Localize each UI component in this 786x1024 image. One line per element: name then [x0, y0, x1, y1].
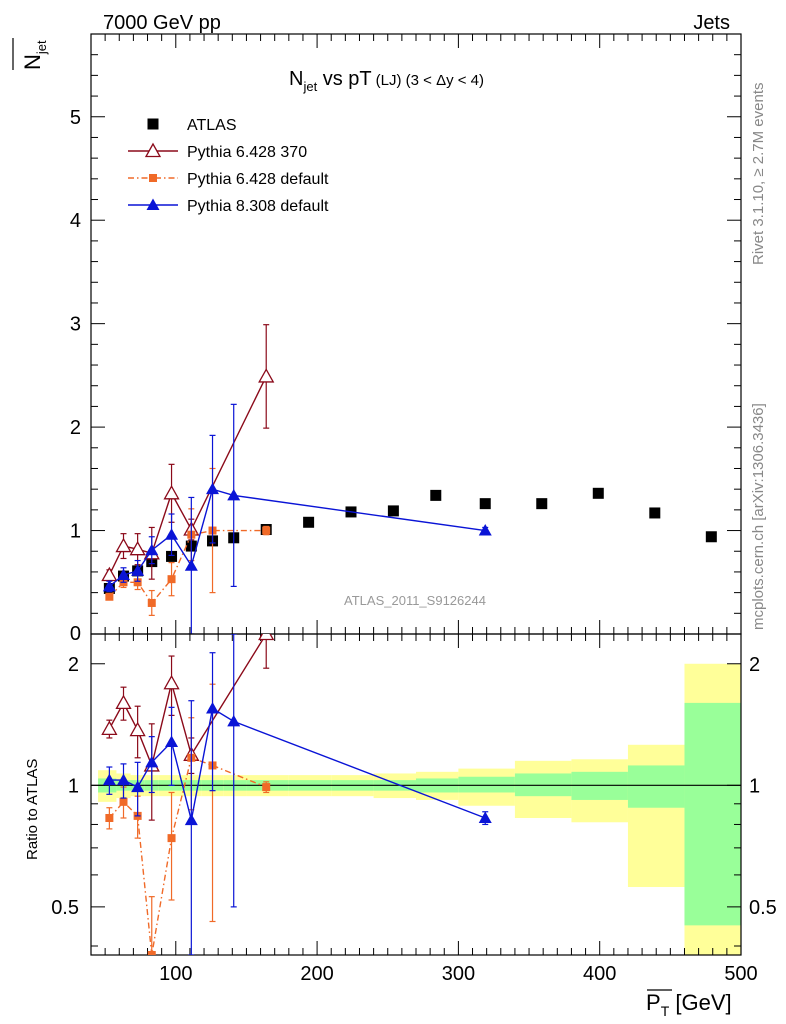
y-axis-label-main: Njet	[20, 40, 49, 70]
uncertainty-band-green-17	[684, 702, 741, 926]
process-label: Jets	[693, 12, 730, 34]
ratio-pythia-8-308-default-point-0	[102, 773, 116, 786]
ratio-pythia-8-308-default-point-7	[227, 714, 241, 727]
main-pythia-8-308-default-point-8	[478, 524, 492, 536]
energy-label: 7000 GeV pp	[103, 12, 221, 34]
ratio-pythia-8-308-default-point-6	[206, 701, 220, 714]
main-y-tick-label-0: 0	[70, 623, 81, 645]
legend-marker-pythia-8-308-default	[146, 198, 160, 210]
legend-label-atlas: ATLAS	[187, 117, 237, 134]
main-atlas-point-12	[430, 489, 442, 501]
main-pythia-8-308-default-point-6	[206, 482, 220, 495]
ratio-pythia-8-308-default-point-8	[478, 811, 492, 823]
ratio-y-tick-label-right-0.5: 0.5	[749, 897, 777, 919]
x-tick-label-100: 100	[159, 963, 192, 985]
ratio-pythia-6-428-370-line	[108, 634, 267, 768]
main-pythia-6-428-370-point-4	[163, 484, 180, 500]
main-pythia-8-308-default-point-4	[165, 528, 179, 540]
main-y-tick-label-3: 3	[70, 314, 81, 336]
ratio-pythia-8-308-default-point-3	[145, 755, 159, 768]
legend-label-pythia-8-308-default: Pythia 8.308 default	[187, 198, 329, 215]
ratio-pythia-6-428-370-point-2	[129, 721, 146, 737]
main-atlas-point-4	[166, 550, 178, 562]
main-pythia-6-428-default-point-0	[105, 592, 114, 601]
uncertainty-band-green-16	[627, 765, 685, 808]
ratio-pythia-8-308-default-point-2	[131, 780, 145, 793]
ratio-pythia-8-308-default-point-1	[117, 773, 130, 786]
main-atlas-point-11	[387, 505, 399, 517]
ratio-pythia-6-428-default-point-1	[119, 797, 128, 806]
rivet-label: Rivet 3.1.10, ≥ 2.7M events	[750, 83, 767, 266]
y-axis-label-ratio: Ratio to ATLAS	[24, 759, 41, 860]
ratio-pythia-8-308-default-point-4	[165, 735, 179, 748]
main-pythia-6-428-370-point-2	[129, 540, 146, 556]
ratio-y-tick-label-left-0.5: 0.5	[51, 897, 79, 919]
main-pythia-8-308-default-point-1	[117, 568, 130, 581]
x-axis-label: PT [GeV]	[646, 990, 732, 1019]
x-tick-label-500: 500	[724, 963, 757, 985]
ratio-y-tick-label-left-2: 2	[68, 654, 79, 676]
ratio-pythia-6-428-default-point-4	[167, 834, 176, 843]
main-pythia-8-308-default-point-5	[184, 559, 198, 571]
main-pythia-8-308-default-point-3	[145, 543, 159, 556]
main-pythia-6-428-default-point-2	[133, 578, 142, 587]
main-atlas-point-16	[649, 507, 661, 519]
ratio-series-group	[101, 634, 492, 955]
mcplots-label: mcplots.cern.ch [arXiv:1306.3436]	[750, 403, 767, 630]
x-tick-label-300: 300	[442, 963, 475, 985]
main-pythia-6-428-370-point-1	[115, 537, 132, 553]
main-pythia-6-428-default-point-4	[167, 575, 176, 584]
ratio-pythia-6-428-default-point-7	[262, 783, 271, 792]
main-pythia-6-428-default-point-7	[262, 526, 271, 535]
main-pythia-8-308-default-point-2	[131, 564, 145, 576]
main-y-tick-label-5: 5	[70, 107, 81, 129]
main-series-group	[101, 324, 717, 634]
x-tick-label-200: 200	[300, 963, 333, 985]
svg-text:Njet: Njet	[20, 40, 49, 70]
legend-marker-atlas	[147, 118, 159, 130]
main-pythia-6-428-370-point-0	[101, 566, 118, 582]
ratio-pythia-6-428-370-point-0	[101, 720, 118, 735]
main-atlas-point-15	[592, 487, 604, 499]
main-pythia-8-308-default-point-0	[102, 579, 116, 592]
legend-marker-pythia-6-428-default	[149, 174, 157, 182]
main-atlas-point-13	[479, 498, 491, 510]
ratio-pythia-6-428-370-point-1	[115, 694, 132, 710]
main-pythia-8-308-default-point-7	[227, 488, 241, 501]
main-pythia-6-428-default-point-3	[147, 598, 156, 607]
legend-label-pythia-6-428-default: Pythia 6.428 default	[187, 171, 329, 188]
x-tick-label-400: 400	[583, 963, 616, 985]
ratio-y-tick-label-right-1: 1	[749, 775, 760, 797]
ratio-pythia-6-428-default-point-0	[105, 813, 114, 822]
legend-label-pythia-6-428-370: Pythia 6.428 370	[187, 144, 307, 161]
ratio-pythia-8-308-default-line	[109, 707, 486, 821]
plot-title: Njet vs pT (LJ) (3 < Δy < 4)	[289, 68, 484, 94]
ratio-pythia-8-308-default-point-5	[184, 813, 198, 826]
main-plot-panel: 1 2 3 4 5 0	[70, 33, 742, 645]
uncertainty-band-green-13	[458, 776, 515, 793]
analysis-watermark: ATLAS_2011_S9126244	[344, 593, 486, 608]
main-pythia-8-308-default-line	[108, 488, 486, 587]
ratio-y-tick-label-left-1: 1	[68, 775, 79, 797]
main-y-tick-label-1: 1	[70, 521, 81, 543]
ratio-pythia-6-428-default-point-3	[147, 951, 156, 955]
legend: ATLAS Pythia 6.428 370 Pythia 6.428 defaul…	[128, 117, 329, 215]
ratio-pythia-6-428-370-point-4	[163, 674, 180, 690]
ratio-pythia-6-428-370-point-6	[258, 634, 275, 641]
legend-marker-pythia-6-428-370	[144, 142, 162, 158]
main-atlas-point-9	[303, 516, 315, 528]
main-atlas-point-14	[536, 498, 548, 510]
main-y-tick-label-4: 4	[70, 210, 81, 232]
ratio-y-tick-label-right-2: 2	[749, 654, 760, 676]
ratio-plot-panel: 100 200 300 400 500 0.5 0.5 1 1 2 2	[51, 633, 777, 985]
main-atlas-point-17	[705, 531, 717, 543]
main-y-tick-label-2: 2	[70, 417, 81, 439]
main-pythia-6-428-370-point-6	[258, 368, 275, 383]
